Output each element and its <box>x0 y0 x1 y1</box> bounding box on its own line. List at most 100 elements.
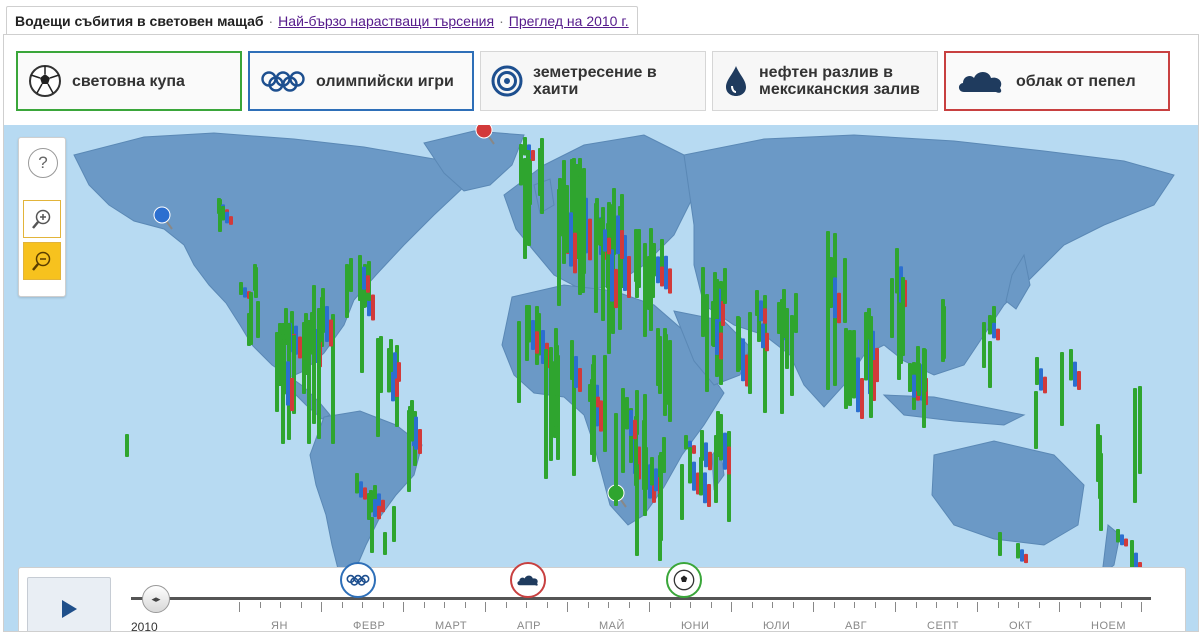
event-ash-cloud-button[interactable]: облак от пепел <box>944 51 1170 111</box>
search-bar-green[interactable] <box>785 308 789 369</box>
event-olympics-button[interactable]: олимпийски игри <box>248 51 474 111</box>
search-bar-red[interactable] <box>607 237 611 255</box>
search-bar-green[interactable] <box>908 363 912 392</box>
search-bar-green[interactable] <box>843 258 847 323</box>
search-bar-red[interactable] <box>573 232 577 274</box>
search-bar-green[interactable] <box>668 340 672 422</box>
search-bar-red[interactable] <box>708 451 712 471</box>
search-bar-green[interactable] <box>603 388 607 452</box>
search-bar-green[interactable] <box>992 306 996 326</box>
search-bar-blue[interactable] <box>761 323 765 349</box>
search-bar-blue[interactable] <box>393 352 397 379</box>
search-bar-green[interactable] <box>282 339 286 395</box>
search-bar-green[interactable] <box>711 301 715 346</box>
search-bar-red[interactable] <box>596 396 600 408</box>
search-bar-green[interactable] <box>727 431 731 522</box>
search-bar-green[interactable] <box>256 301 260 338</box>
zoom-out-button[interactable] <box>23 242 61 280</box>
search-bar-blue[interactable] <box>992 322 996 339</box>
search-bar-green[interactable] <box>358 255 362 284</box>
search-bar-green[interactable] <box>684 435 688 450</box>
search-bar-red[interactable] <box>366 275 370 293</box>
search-bar-green[interactable] <box>1098 435 1102 499</box>
pin-iceland[interactable] <box>475 125 493 139</box>
search-bar-red[interactable] <box>418 429 422 454</box>
search-bar-green[interactable] <box>635 464 639 556</box>
search-bar-green[interactable] <box>659 452 663 541</box>
pin-vancouver[interactable] <box>153 206 171 224</box>
search-bar-green[interactable] <box>680 464 684 520</box>
search-bar-red[interactable] <box>329 319 333 347</box>
search-bar-blue[interactable] <box>1039 368 1043 391</box>
search-bar-green[interactable] <box>275 332 279 412</box>
search-bar-red[interactable] <box>721 301 725 326</box>
search-bar-red[interactable] <box>668 268 672 294</box>
search-bar-red[interactable] <box>620 229 624 260</box>
event-world-cup-button[interactable]: световна купа <box>16 51 242 111</box>
search-bar-green[interactable] <box>844 328 848 409</box>
search-bar-green[interactable] <box>594 209 598 299</box>
search-bar-green[interactable] <box>922 348 926 428</box>
search-bar-green[interactable] <box>705 294 709 392</box>
search-bar-red[interactable] <box>1124 538 1128 547</box>
zoom-in-button[interactable] <box>23 200 61 238</box>
search-bar-blue[interactable] <box>574 356 578 388</box>
search-bar-blue[interactable] <box>629 410 633 436</box>
search-bar-green[interactable] <box>565 185 569 253</box>
search-bar-green[interactable] <box>523 137 527 156</box>
search-bar-blue[interactable] <box>741 338 745 382</box>
search-bar-red[interactable] <box>371 294 375 321</box>
search-bar-green[interactable] <box>558 178 562 237</box>
search-bar-green[interactable] <box>790 315 794 396</box>
search-bar-green[interactable] <box>737 317 741 371</box>
search-bar-green[interactable] <box>748 312 752 394</box>
search-bar-blue[interactable] <box>603 229 607 252</box>
search-bar-blue[interactable] <box>654 468 658 492</box>
search-bar-green[interactable] <box>345 264 349 318</box>
timeline-marker-ash-cloud[interactable] <box>510 562 546 598</box>
play-button[interactable] <box>27 577 111 631</box>
search-bar-green[interactable] <box>221 206 225 221</box>
search-bar-green[interactable] <box>1138 386 1142 474</box>
search-bar-green[interactable] <box>643 243 647 337</box>
search-bar-blue[interactable] <box>1120 534 1124 546</box>
search-bar-green[interactable] <box>392 506 396 542</box>
search-bar-green[interactable] <box>1069 349 1073 381</box>
search-bar-green[interactable] <box>998 532 1002 556</box>
search-bar-green[interactable] <box>217 198 221 214</box>
search-bar-red[interactable] <box>633 419 637 440</box>
search-bar-blue[interactable] <box>616 215 620 255</box>
search-bar-green[interactable] <box>383 532 387 555</box>
event-haiti-earthquake-button[interactable]: земетресение в хаити <box>480 51 706 111</box>
search-bar-green[interactable] <box>379 336 383 393</box>
search-bar-green[interactable] <box>890 278 894 338</box>
search-bar-green[interactable] <box>570 340 574 380</box>
search-bar-green[interactable] <box>716 411 720 457</box>
search-bar-green[interactable] <box>590 379 594 455</box>
search-bar-blue[interactable] <box>414 416 418 450</box>
search-bar-blue[interactable] <box>912 374 916 398</box>
search-bar-red[interactable] <box>765 332 769 352</box>
search-bar-green[interactable] <box>540 138 544 214</box>
search-bar-green[interactable] <box>517 335 521 403</box>
search-bar-red[interactable] <box>614 268 618 309</box>
search-bar-red[interactable] <box>535 331 539 354</box>
search-bar-green[interactable] <box>389 339 393 372</box>
search-bar-red[interactable] <box>298 336 302 359</box>
search-bar-red[interactable] <box>692 445 696 454</box>
search-bar-red[interactable] <box>660 266 664 287</box>
search-bar-green[interactable] <box>549 347 553 461</box>
search-bar-green[interactable] <box>869 316 873 418</box>
search-bar-green[interactable] <box>360 288 364 373</box>
search-bar-green[interactable] <box>572 362 576 476</box>
search-bar-green[interactable] <box>410 400 414 442</box>
year-review-link[interactable]: Преглед на 2010 г. <box>508 13 629 29</box>
search-bar-green[interactable] <box>578 176 582 295</box>
search-bar-blue[interactable] <box>373 499 377 517</box>
search-bar-red[interactable] <box>1024 553 1028 564</box>
timeline-track[interactable] <box>131 597 1151 600</box>
search-bar-green[interactable] <box>917 363 921 396</box>
search-bar-green[interactable] <box>125 434 129 457</box>
search-bar-green[interactable] <box>355 473 359 494</box>
timeline-marker-olympics[interactable] <box>340 562 376 598</box>
